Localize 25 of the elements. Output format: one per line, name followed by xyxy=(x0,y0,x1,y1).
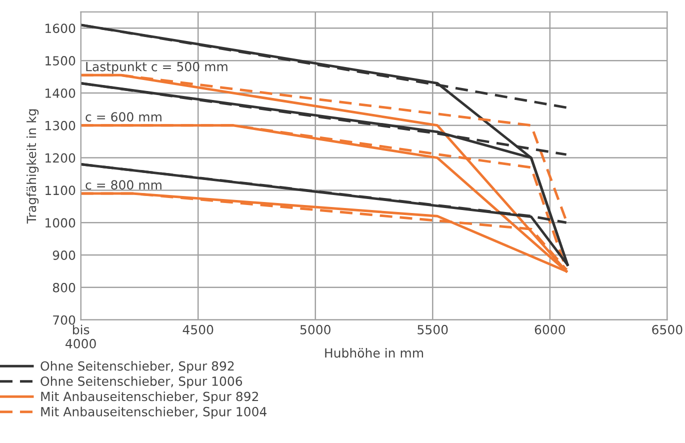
x-tick-label: 4500 xyxy=(182,324,214,334)
legend-label: Mit Anbauseitenschieber, Spur 1004 xyxy=(41,406,267,419)
annotation: c = 600 mm xyxy=(86,112,162,122)
y-tick-label: 1300 xyxy=(46,120,76,130)
x-tick-label: 6500 xyxy=(652,324,682,334)
legend-label: Ohne Seitenschieber, Spur 1006 xyxy=(40,376,242,388)
x-tick-label: 5000 xyxy=(300,324,330,334)
y-tick-label: 1100 xyxy=(46,186,76,196)
y-tick-label: 1000 xyxy=(46,218,76,228)
y-tick-label: 1500 xyxy=(46,56,76,66)
y-tick-label: 1400 xyxy=(46,88,76,98)
y-tick-label: 900 xyxy=(52,250,76,260)
annotation: c = 800 mm xyxy=(86,180,162,190)
x-axis-title: Hubhöhe in mm xyxy=(325,348,424,358)
y-tick-label: 800 xyxy=(52,282,76,292)
y-axis-title: Tragfähigkeit in kg xyxy=(26,109,39,224)
x-tick-label: 6000 xyxy=(534,324,565,334)
x-tick-label: 5500 xyxy=(418,324,448,334)
legend-label: Mit Anbauseitenschieber, Spur 892 xyxy=(41,391,258,404)
x-tick-label: bis 4000 xyxy=(66,324,96,348)
y-tick-label: 1200 xyxy=(46,153,76,163)
y-tick-label: 700 xyxy=(53,315,76,325)
y-tick-label: 1600 xyxy=(46,24,76,34)
annotation: Lastpunkt c = 500 mm xyxy=(86,62,228,74)
legend-label: Ohne Seitenschieber, Spur 892 xyxy=(40,361,234,374)
